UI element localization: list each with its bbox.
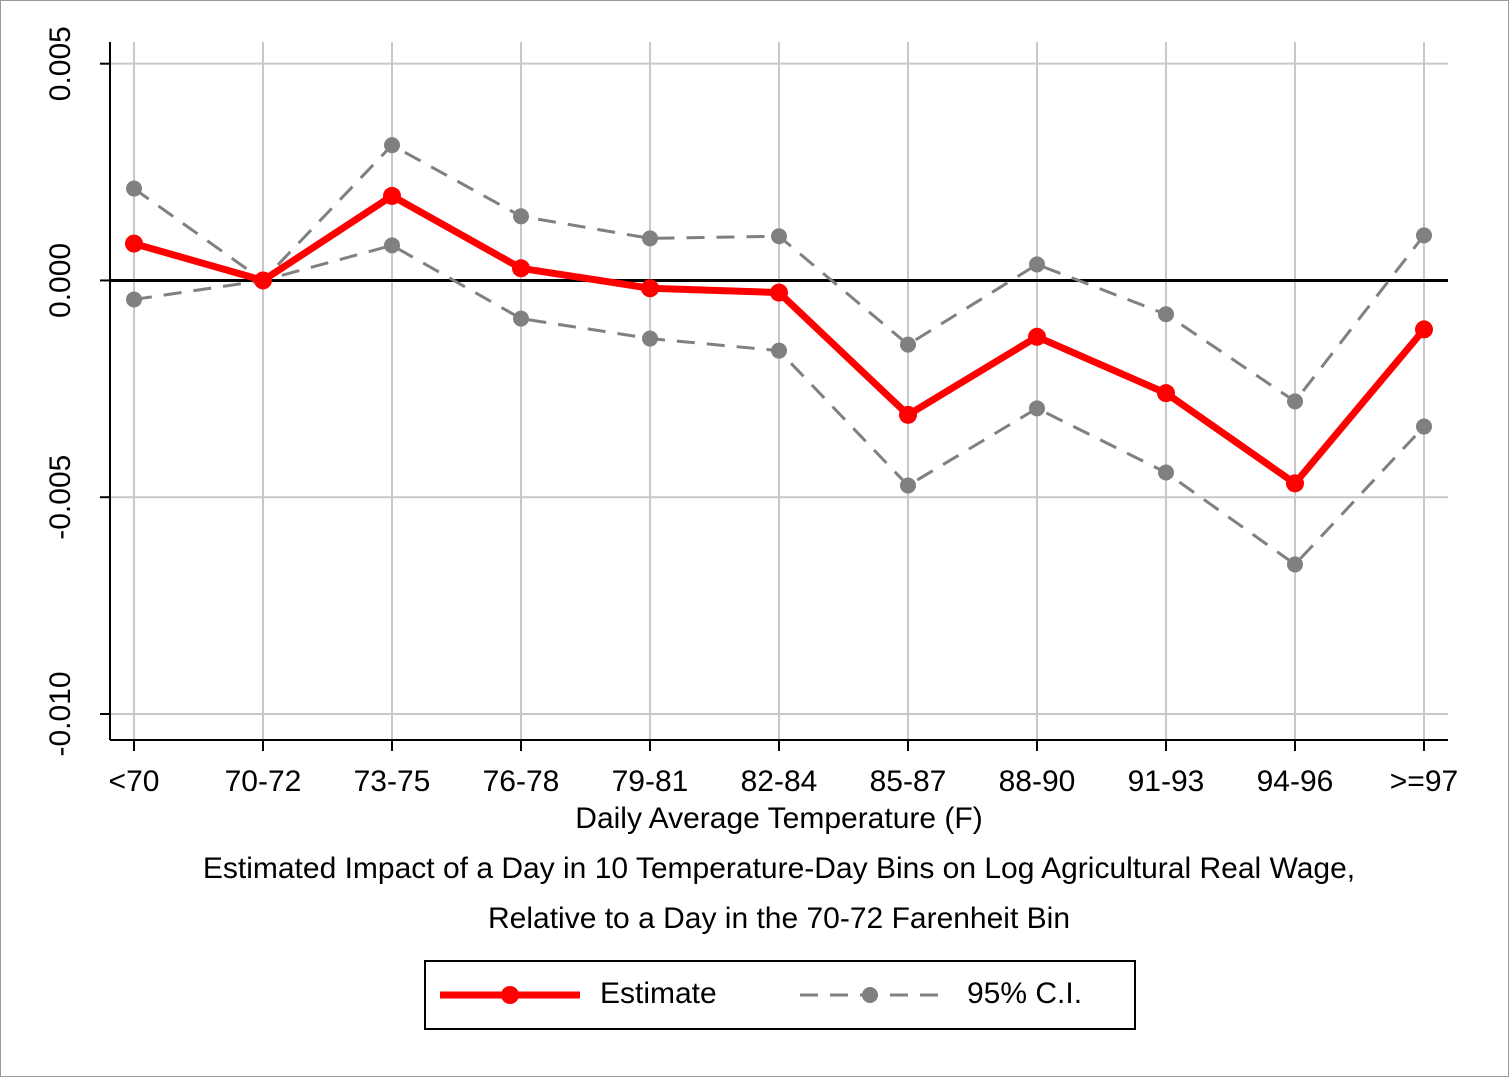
- ci-marker: [771, 228, 787, 245]
- y-tick-label: 0.005: [44, 26, 77, 101]
- note: Relative to a Day in the 70-72 Farenheit…: [488, 902, 1070, 935]
- ci-marker: [1287, 556, 1303, 573]
- y-tick-label: 0.000: [44, 243, 77, 318]
- estimate-marker: [1415, 320, 1433, 339]
- ci-marker: [1029, 400, 1045, 417]
- estimate-marker: [254, 271, 272, 290]
- ci-marker: [126, 180, 142, 197]
- x-tick-label: 85-87: [870, 765, 947, 798]
- x-axis-title: Daily Average Temperature (F): [575, 802, 982, 835]
- y-tick-label: -0.005: [44, 455, 77, 540]
- legend-label: Estimate: [600, 977, 717, 1010]
- ci-marker: [1158, 464, 1174, 481]
- note: Estimated Impact of a Day in 10 Temperat…: [203, 852, 1355, 885]
- x-tick-label: 88-90: [999, 765, 1076, 798]
- estimate-marker: [1286, 474, 1304, 493]
- ci-marker: [513, 310, 529, 327]
- estimate-marker: [641, 279, 659, 298]
- x-tick-label: 91-93: [1128, 765, 1205, 798]
- ci-marker: [771, 342, 787, 359]
- ci-marker: [900, 336, 916, 353]
- ci-marker: [126, 291, 142, 308]
- estimate-marker: [1157, 384, 1175, 403]
- ci-marker: [1029, 256, 1045, 273]
- estimate-marker: [383, 186, 401, 205]
- ci-marker: [1416, 227, 1432, 244]
- legend-marker: [862, 987, 878, 1003]
- ci-marker: [384, 237, 400, 254]
- ci-marker: [1287, 393, 1303, 410]
- estimate-marker: [512, 259, 530, 278]
- x-tick-label: 82-84: [741, 765, 818, 798]
- ci-marker: [642, 330, 658, 347]
- x-tick-label: 73-75: [354, 765, 431, 798]
- estimate-marker: [1028, 327, 1046, 346]
- ci-marker: [1158, 306, 1174, 323]
- x-tick-label: 94-96: [1257, 765, 1334, 798]
- x-tick-label: >=97: [1390, 765, 1458, 798]
- ci-marker: [384, 137, 400, 154]
- x-tick-label: 79-81: [612, 765, 689, 798]
- x-tick-label: 70-72: [225, 765, 302, 798]
- ci-marker: [513, 208, 529, 225]
- ci-marker: [1416, 418, 1432, 435]
- estimate-marker: [125, 234, 143, 253]
- x-tick-label: <70: [109, 765, 160, 798]
- legend-marker: [501, 986, 519, 1004]
- ci-marker: [900, 477, 916, 494]
- y-tick-label: -0.010: [44, 671, 77, 756]
- x-tick-label: 76-78: [483, 765, 560, 798]
- legend-label: 95% C.I.: [967, 977, 1082, 1010]
- ci-marker: [642, 230, 658, 247]
- estimate-marker: [770, 283, 788, 302]
- estimate-marker: [899, 405, 917, 424]
